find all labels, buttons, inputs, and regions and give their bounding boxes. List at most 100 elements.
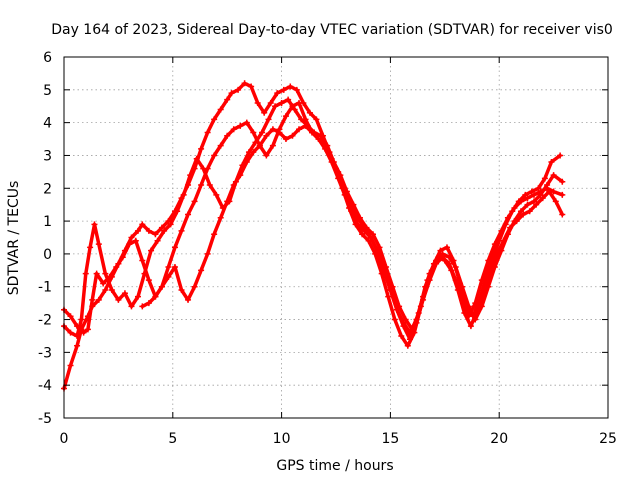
data-point (298, 116, 305, 123)
data-point (485, 257, 492, 264)
x-tick-label: 20 (490, 431, 508, 447)
data-point (369, 231, 376, 238)
data-point (309, 129, 316, 136)
data-point (256, 142, 263, 149)
x-axis-label: GPS time / hours (276, 458, 393, 474)
data-point (237, 122, 244, 129)
data-point (158, 224, 165, 231)
data-point (113, 264, 120, 271)
data-point (263, 152, 270, 159)
data-point (306, 109, 313, 116)
data-point (269, 142, 276, 149)
data-point (165, 264, 172, 271)
data-point (265, 116, 272, 123)
chart-title: Day 164 of 2023, Sidereal Day-to-day VTE… (51, 22, 613, 38)
data-point (185, 296, 192, 303)
data-point (478, 277, 485, 284)
data-point (459, 296, 466, 303)
data-point (267, 99, 274, 106)
data-point (272, 103, 279, 110)
data-point (198, 145, 205, 152)
data-point (102, 287, 109, 294)
y-tick-labels: -5 -4 -3 -2 -1 0 1 2 3 4 5 6 (38, 50, 52, 427)
data-point (200, 165, 207, 172)
data-point (67, 362, 74, 369)
data-point (433, 260, 440, 267)
data-point (474, 306, 481, 313)
data-point (531, 198, 538, 205)
data-point (472, 300, 479, 307)
data-point (282, 113, 289, 120)
data-point (443, 244, 450, 251)
data-point (504, 214, 511, 221)
data-point (507, 224, 514, 231)
data-point (287, 83, 294, 90)
x-tick-label: 10 (273, 431, 291, 447)
data-point (119, 254, 126, 261)
data-point (148, 247, 155, 254)
data-point (139, 257, 146, 264)
y-tick-label: 6 (43, 50, 52, 66)
data-point (82, 270, 89, 277)
data-point (541, 175, 548, 182)
data-point (393, 306, 400, 313)
data-point (367, 234, 374, 241)
y-tick-label: 1 (43, 214, 52, 230)
data-point (100, 280, 107, 287)
data-point (361, 224, 368, 231)
data-point (259, 129, 266, 136)
data-point (217, 214, 224, 221)
data-point (224, 198, 231, 205)
y-tick-label: 0 (43, 247, 52, 263)
data-point (359, 231, 366, 238)
data-point (354, 214, 361, 221)
data-point (145, 277, 152, 284)
y-tick-label: -1 (38, 280, 52, 296)
data-point (178, 227, 185, 234)
data-point (387, 287, 394, 294)
data-point (121, 290, 128, 297)
data-point (141, 270, 148, 277)
data-point (535, 185, 542, 192)
data-point (548, 159, 555, 166)
data-point (522, 191, 529, 198)
data-point (269, 126, 276, 133)
data-point (78, 316, 85, 323)
data-point (191, 283, 198, 290)
data-point (544, 185, 551, 192)
data-point (74, 342, 81, 349)
data-point (526, 208, 533, 215)
data-point (161, 227, 168, 234)
data-point (178, 287, 185, 294)
data-point (313, 116, 320, 123)
data-point (93, 270, 100, 277)
data-point (317, 132, 324, 139)
data-point (206, 181, 213, 188)
data-point (132, 237, 139, 244)
data-point (228, 90, 235, 97)
plot-frame (63, 56, 609, 419)
data-point (102, 270, 109, 277)
data-point (517, 208, 524, 215)
y-tick-label: -5 (38, 411, 52, 427)
data-point (322, 142, 329, 149)
data-point (128, 234, 135, 241)
data-point (296, 126, 303, 133)
x-tick-label: 5 (168, 431, 177, 447)
data-point (491, 241, 498, 248)
data-point (354, 221, 361, 228)
series-4 (139, 122, 566, 343)
data-point (171, 244, 178, 251)
data-point (524, 195, 531, 202)
data-point (348, 201, 355, 208)
data-point (84, 326, 91, 333)
y-tick-label: 3 (43, 148, 52, 164)
data-point (391, 316, 398, 323)
data-point (187, 172, 194, 179)
data-point (402, 316, 409, 323)
data-point (467, 323, 474, 330)
data-point (452, 277, 459, 284)
data-point (465, 313, 472, 320)
data-point (174, 208, 181, 215)
data-point (404, 342, 411, 349)
